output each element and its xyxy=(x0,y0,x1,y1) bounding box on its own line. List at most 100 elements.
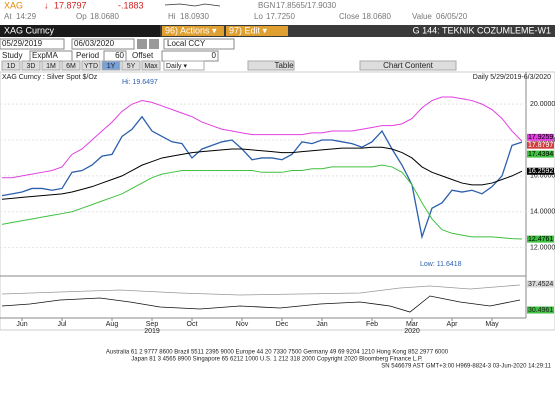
range-button[interactable] xyxy=(61,60,81,71)
series-line xyxy=(1,164,523,240)
table-button[interactable] xyxy=(247,60,295,71)
end-date-box[interactable] xyxy=(71,38,135,50)
oscillator-line xyxy=(1,284,521,296)
lo-label: Lo xyxy=(254,12,263,21)
range-label[interactable]: 1M xyxy=(46,63,56,70)
offset-box[interactable] xyxy=(161,50,219,62)
year-label: 2020 xyxy=(404,328,420,335)
frequency[interactable]: Daily ▾ xyxy=(166,63,188,70)
x-tick-label: Oct xyxy=(187,321,198,328)
end-date[interactable]: 06/03/2020 xyxy=(74,39,115,48)
year-label: 2019 xyxy=(144,328,160,335)
value-date: 06/05/20 xyxy=(436,12,468,21)
range-button[interactable] xyxy=(121,60,141,71)
high-annotation: Hi: 19.6497 xyxy=(122,79,158,86)
y-tick-label: 12.0000 xyxy=(530,244,555,251)
range-button[interactable] xyxy=(21,60,41,71)
actions-button[interactable] xyxy=(162,26,224,36)
lower-value-label: 37.4524 xyxy=(528,281,553,288)
series-line xyxy=(1,146,523,200)
edit[interactable]: 97) Edit ▾ xyxy=(229,25,268,35)
ticker-box xyxy=(0,25,160,37)
x-tick-label: Sep xyxy=(146,321,159,328)
prev-button[interactable] xyxy=(137,39,147,49)
x-tick-label: Mar xyxy=(406,321,419,328)
range-label[interactable]: 1Y xyxy=(107,63,116,70)
bid-label: BGN xyxy=(258,1,276,10)
last-value-box xyxy=(527,167,554,175)
last-value-label: 17.4394 xyxy=(528,151,553,158)
footer-line: Japan 81 3 4565 8900 Singapore 65 6212 1… xyxy=(131,357,423,363)
range-button[interactable] xyxy=(101,60,121,71)
x-tick-label: May xyxy=(485,321,499,328)
range-button[interactable] xyxy=(41,60,61,71)
start-date-box[interactable] xyxy=(0,38,65,50)
range-label[interactable]: 6M xyxy=(66,63,76,70)
at-label: At xyxy=(4,12,12,21)
hi-label: Hi xyxy=(168,12,176,21)
currency[interactable]: Local CCY xyxy=(167,39,206,48)
range-label[interactable]: 5Y xyxy=(127,63,136,70)
value-label: Value xyxy=(412,12,432,21)
period-label: Period xyxy=(76,51,99,60)
hi: 18.0930 xyxy=(180,12,209,21)
legend-title: XAG Curncy : Silver Spot $/Oz xyxy=(2,74,98,81)
range-label[interactable]: Max xyxy=(144,63,158,70)
chart-area xyxy=(0,71,555,331)
x-tick-label: Apr xyxy=(447,321,459,328)
last-value-box xyxy=(527,133,554,141)
offset[interactable]: 0 xyxy=(212,51,217,60)
range-label[interactable]: 3D xyxy=(27,63,36,70)
range-button[interactable] xyxy=(141,60,161,71)
range-label[interactable]: 1D xyxy=(7,63,16,70)
y-tick-label: 14.0000 xyxy=(530,209,555,216)
study[interactable]: ExpMA xyxy=(32,51,58,60)
currency-box[interactable] xyxy=(163,38,235,50)
oscillator-line xyxy=(1,295,521,313)
series-line xyxy=(1,115,523,240)
last-value-box xyxy=(527,150,554,158)
y-tick-label: 20.0000 xyxy=(530,101,555,108)
period[interactable]: 60 xyxy=(115,51,124,60)
last-value-label: 12.4761 xyxy=(528,236,553,243)
next-button[interactable] xyxy=(149,39,159,49)
start-date[interactable]: 05/29/2019 xyxy=(2,39,43,48)
actions[interactable]: 96) Actions ▾ xyxy=(165,25,217,35)
x-tick-label: Dec xyxy=(276,321,289,328)
page-title: G 144: TEKNIK COZUMLEME-W1 xyxy=(413,25,551,35)
range-label[interactable]: YTD xyxy=(84,63,98,70)
x-tick-label: Feb xyxy=(366,321,378,328)
chart-content[interactable]: Chart Content xyxy=(383,61,434,70)
edit-button[interactable] xyxy=(226,26,288,36)
range-button[interactable] xyxy=(1,60,21,71)
footer-line: SN 546679 AST GMT+3:00 H969-8824-3 03-Ju… xyxy=(381,364,551,370)
period-info: Daily 5/29/2019-6/3/2020 xyxy=(473,74,551,81)
last-value-label: 16.2592 xyxy=(528,168,553,175)
last-value-box xyxy=(527,235,554,243)
footer-line: Australia 61 2 9777 8600 Brazil 5511 239… xyxy=(106,350,449,356)
range-button[interactable] xyxy=(81,60,101,71)
op-label: Op xyxy=(76,12,87,21)
symbol: XAG xyxy=(4,0,23,10)
op: 18.0680 xyxy=(90,12,119,21)
time: 14:29 xyxy=(16,12,37,21)
x-tick-label: Jan xyxy=(316,321,327,328)
chart-content-button[interactable] xyxy=(359,60,457,71)
x-tick-label: Nov xyxy=(236,321,249,328)
x-tick-label: Jul xyxy=(58,321,67,328)
change: -.1883 xyxy=(118,0,144,10)
ticker: XAG Curncy xyxy=(4,25,55,35)
table[interactable]: Table xyxy=(274,61,294,70)
x-tick-label: Jun xyxy=(16,321,27,328)
frequency-box[interactable] xyxy=(163,60,205,71)
last-value-label: 17.9259 xyxy=(528,134,553,141)
lower-value-label: 30.4961 xyxy=(528,307,553,314)
lower-value-box xyxy=(527,306,554,314)
offset-label: Offset xyxy=(132,51,154,60)
sparkline xyxy=(164,3,221,7)
last-value-box xyxy=(527,141,554,149)
last-price: 17.8797 xyxy=(54,0,87,10)
bid-ask: 17.8565/17.9030 xyxy=(276,1,337,10)
